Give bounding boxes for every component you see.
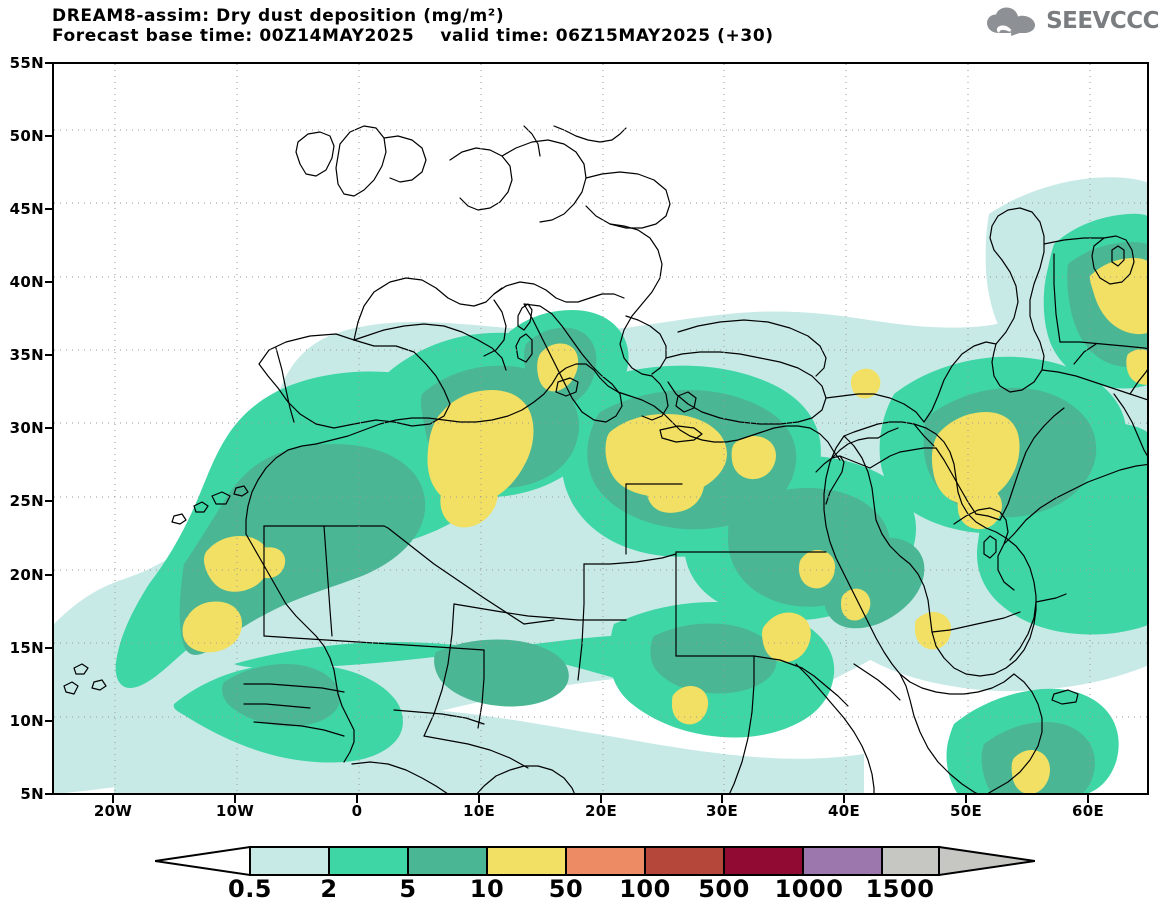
y-tick-mark bbox=[45, 62, 52, 64]
x-tick-mark bbox=[1087, 795, 1089, 803]
map-coastlines bbox=[63, 125, 1147, 793]
x-tick-label: 50E bbox=[949, 802, 983, 820]
colorbar-swatch-2 bbox=[328, 846, 409, 876]
map-gridlines bbox=[54, 64, 1147, 793]
forecast-time-subtitle: Forecast base time: 00Z14MAY2025 valid t… bbox=[52, 26, 774, 46]
y-tick-mark bbox=[45, 427, 52, 429]
x-tick-mark bbox=[234, 795, 236, 803]
colorbar-label: 50 bbox=[548, 875, 584, 903]
colorbar-label: 0.5 bbox=[227, 875, 273, 903]
colorbar-label: 10 bbox=[469, 875, 505, 903]
y-tick-label: 25N bbox=[9, 492, 44, 510]
seevccc-logo: SEEVCCC bbox=[985, 6, 1159, 36]
x-tick-mark bbox=[721, 795, 723, 803]
y-tick-label: 40N bbox=[9, 273, 44, 291]
x-tick-label: 0 bbox=[351, 802, 363, 820]
colorbar-swatch-500 bbox=[723, 846, 804, 876]
x-tick-mark bbox=[965, 795, 967, 803]
y-tick-label: 50N bbox=[9, 127, 44, 145]
y-tick-label: 20N bbox=[9, 566, 44, 584]
x-tick-mark bbox=[843, 795, 845, 803]
colorbar-swatch-10 bbox=[486, 846, 567, 876]
y-tick-mark bbox=[45, 720, 52, 722]
y-tick-mark bbox=[45, 793, 52, 795]
x-tick-label: 60E bbox=[1071, 802, 1105, 820]
y-tick-label: 35N bbox=[9, 346, 44, 364]
y-tick-mark bbox=[45, 281, 52, 283]
x-tick-label: 10W bbox=[215, 802, 255, 820]
colorbar-swatch-50 bbox=[565, 846, 646, 876]
y-tick-label: 30N bbox=[9, 419, 44, 437]
colorbar-label: 1500 bbox=[865, 875, 935, 903]
x-tick-mark bbox=[600, 795, 602, 803]
colorbar-swatch-1000 bbox=[802, 846, 883, 876]
x-tick-mark bbox=[356, 795, 358, 803]
y-tick-mark bbox=[45, 574, 52, 576]
colorbar-label: 1000 bbox=[774, 875, 844, 903]
cloud-with-arrow-icon bbox=[985, 6, 1039, 36]
x-tick-mark bbox=[478, 795, 480, 803]
map-plot-area bbox=[52, 62, 1149, 795]
y-axis: 55N 50N 45N 40N 35N 30N 25N 20N 15N 10N … bbox=[0, 0, 52, 907]
y-tick-label: 5N bbox=[20, 785, 44, 803]
dust-deposition-map bbox=[54, 64, 1147, 793]
colorbar-label: 2 bbox=[320, 875, 338, 903]
colorbar-swatch-5 bbox=[407, 846, 488, 876]
x-tick-mark bbox=[112, 795, 114, 803]
y-tick-mark bbox=[45, 647, 52, 649]
y-tick-label: 55N bbox=[9, 54, 44, 72]
colorbar-swatch-100 bbox=[644, 846, 725, 876]
chart-header: DREAM8-assim: Dry dust deposition (mg/m²… bbox=[52, 6, 952, 46]
x-tick-label: 20W bbox=[93, 802, 133, 820]
y-tick-mark bbox=[45, 354, 52, 356]
logo-wordmark: SEEVCCC bbox=[1046, 8, 1159, 34]
x-tick-label: 20E bbox=[584, 802, 618, 820]
y-tick-label: 10N bbox=[9, 712, 44, 730]
colorbar-swatch-1500 bbox=[881, 846, 940, 876]
colorbar-label: 5 bbox=[399, 875, 417, 903]
colorbar-under-arrow bbox=[155, 845, 251, 877]
colorbar-over-arrow bbox=[938, 845, 1035, 877]
page-title: DREAM8-assim: Dry dust deposition (mg/m²… bbox=[52, 6, 505, 26]
colorbar-label: 100 bbox=[619, 875, 671, 903]
x-tick-label: 10E bbox=[462, 802, 496, 820]
x-tick-label: 30E bbox=[705, 802, 739, 820]
colorbar-label: 500 bbox=[698, 875, 750, 903]
y-tick-mark bbox=[45, 135, 52, 137]
colorbar bbox=[155, 845, 1035, 877]
y-tick-mark bbox=[45, 208, 52, 210]
y-tick-mark bbox=[45, 500, 52, 502]
y-tick-label: 15N bbox=[9, 639, 44, 657]
x-tick-label: 40E bbox=[827, 802, 861, 820]
y-tick-label: 45N bbox=[9, 200, 44, 218]
colorbar-swatch-0p5 bbox=[249, 846, 330, 876]
